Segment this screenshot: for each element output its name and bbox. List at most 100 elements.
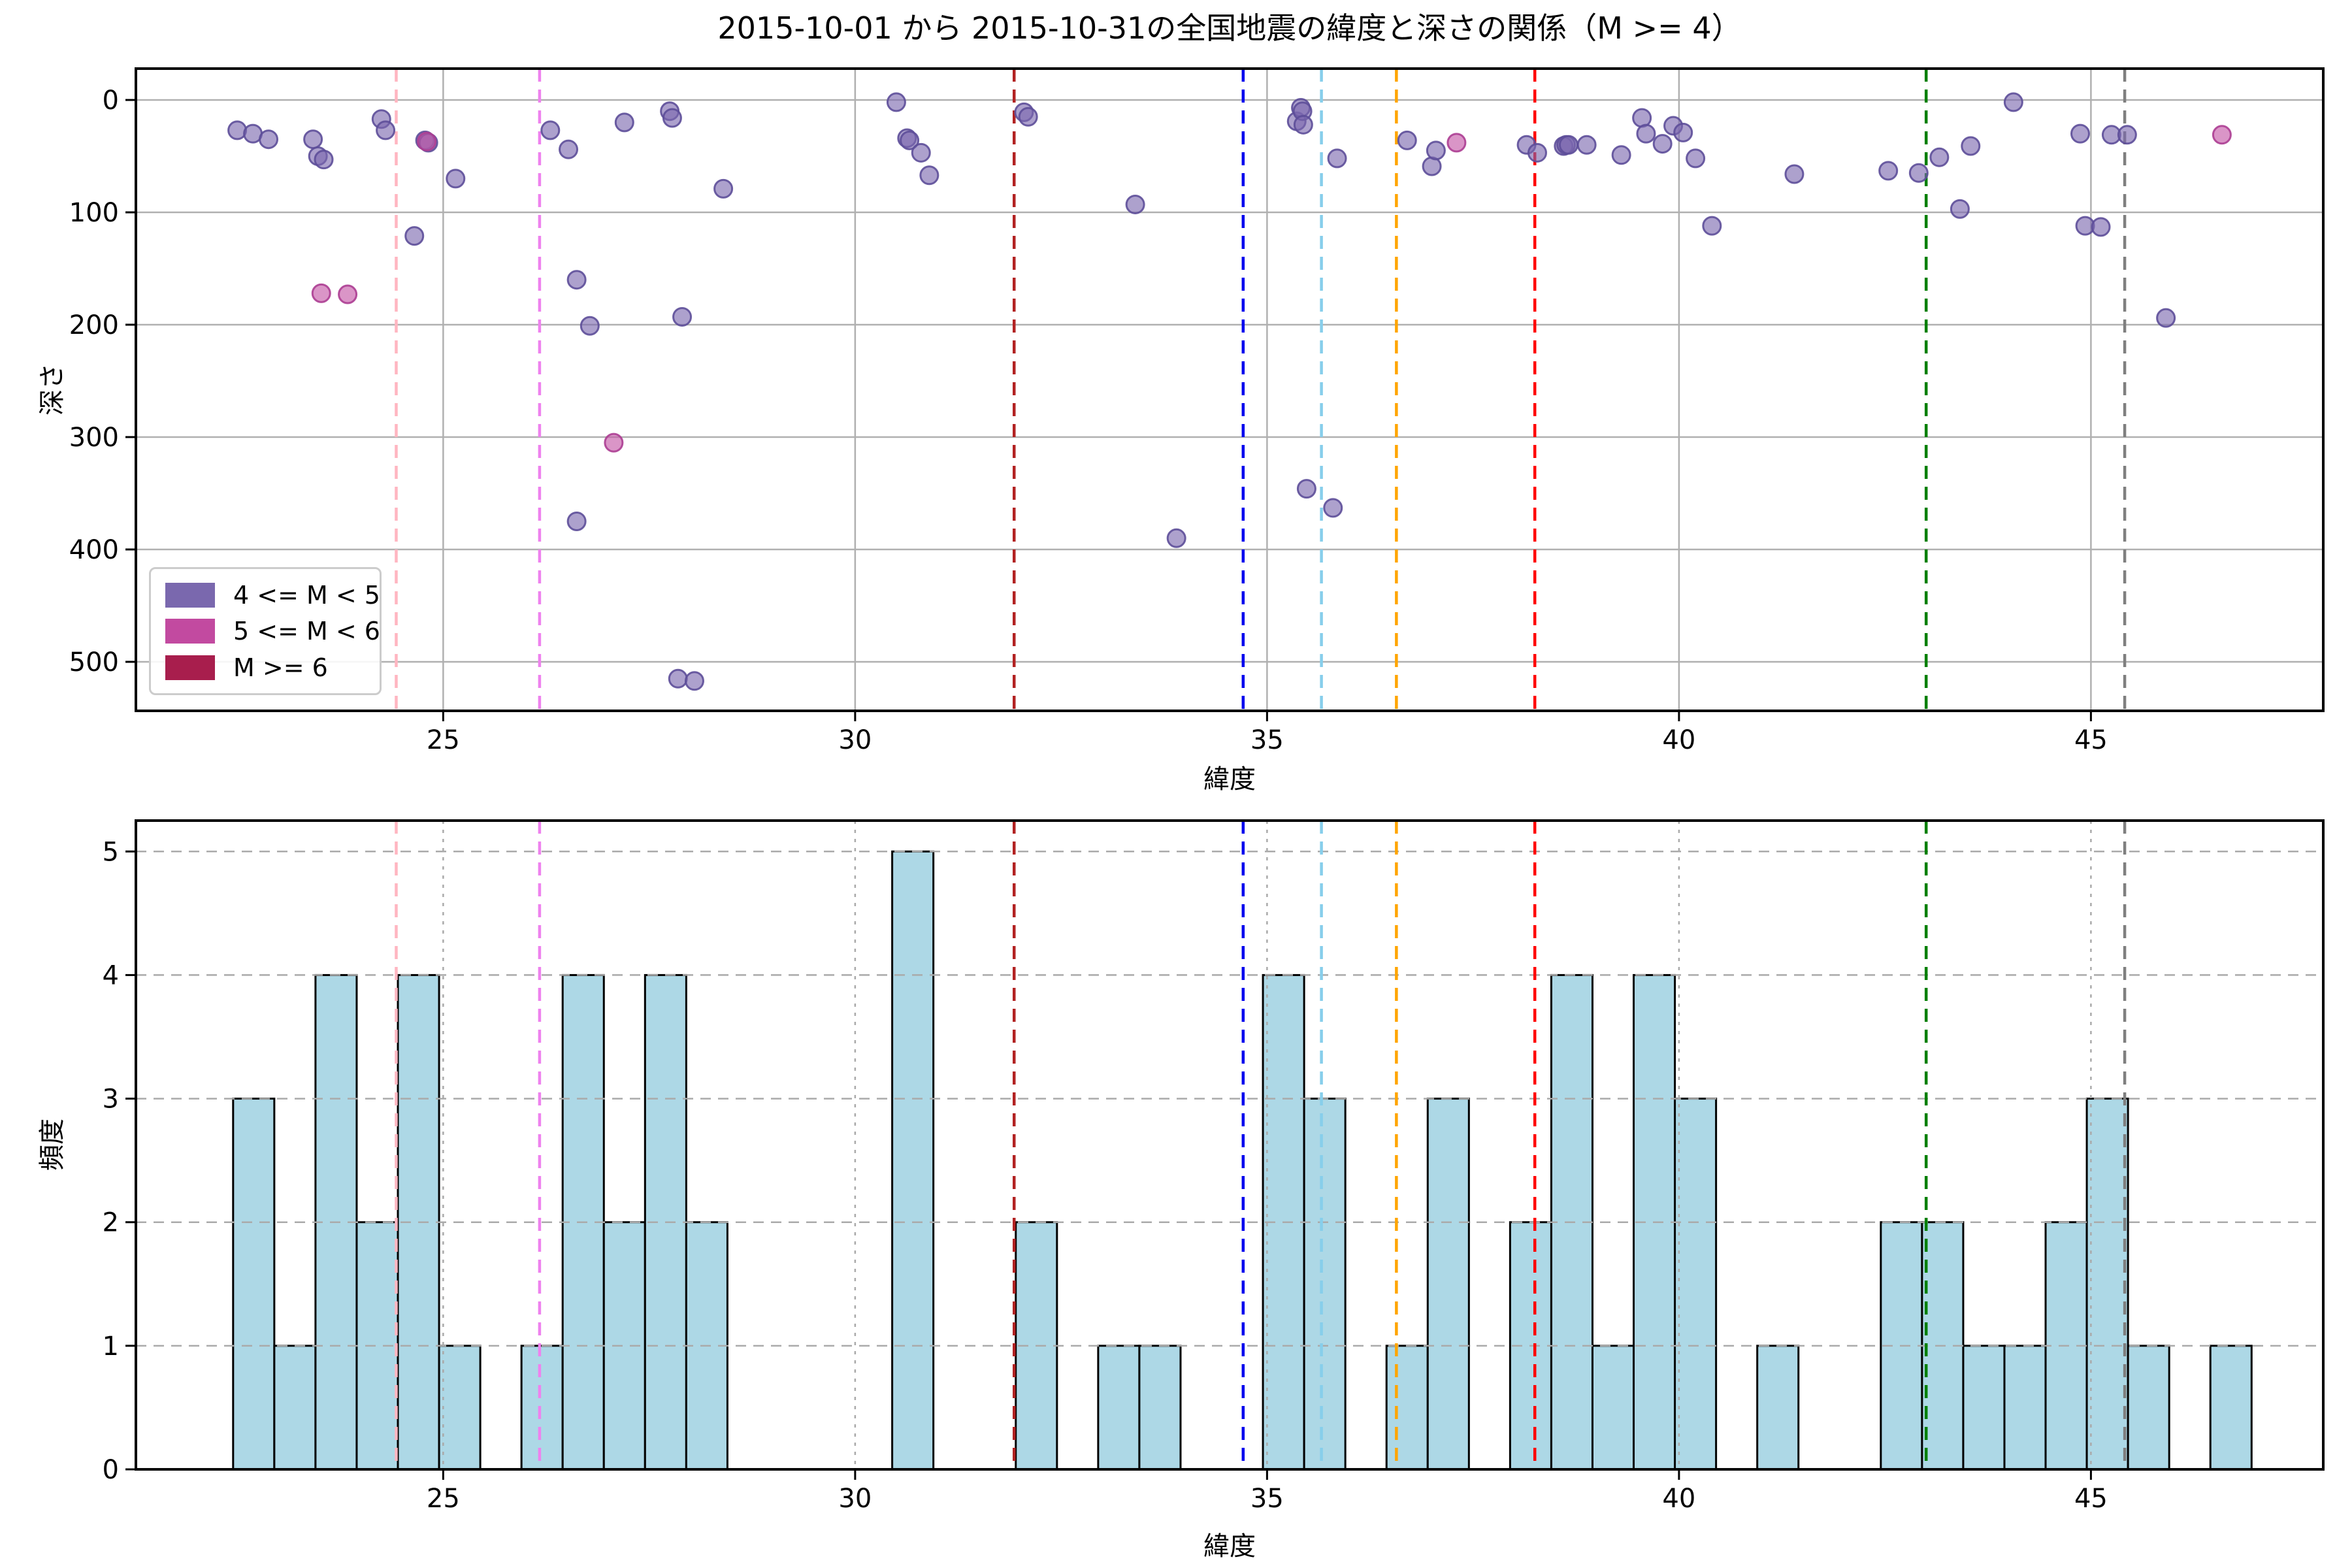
top-xtick-label: 45 — [2074, 725, 2108, 755]
scatter-point — [1908, 163, 1929, 183]
top-ytick-label: 400 — [69, 535, 119, 565]
scatter-point — [1426, 140, 1446, 161]
top-gridlines — [136, 69, 2323, 711]
scatter-point — [919, 165, 939, 186]
scatter-point — [1652, 134, 1673, 154]
scatter-point — [1673, 122, 1693, 142]
scatter-point — [1527, 142, 1547, 163]
top-ytick-label: 100 — [69, 198, 119, 228]
top-ytick-label: 500 — [69, 647, 119, 678]
scatter-point — [376, 120, 396, 140]
scatter-point — [1929, 147, 1950, 167]
histogram-bar — [1097, 1345, 1141, 1471]
scatter-point — [2091, 217, 2111, 237]
scatter-point — [1166, 528, 1186, 548]
top-xtick-label: 25 — [427, 725, 460, 755]
bottom-gridlines — [136, 821, 2323, 1469]
legend-swatch-mag5 — [165, 619, 215, 644]
histogram-bar — [1303, 1098, 1347, 1471]
histogram-bar — [1756, 1345, 1800, 1471]
scatter-point — [900, 130, 920, 150]
bottom-xtick-label: 40 — [1662, 1484, 1695, 1514]
bottom-yaxis-label: 頻度 — [37, 1119, 67, 1171]
scatter-point — [404, 226, 425, 246]
top-ytick-label: 0 — [103, 86, 119, 116]
legend-label-mag4: 4 <= M < 5 — [233, 580, 380, 610]
scatter-point — [2156, 308, 2176, 328]
scatter-point — [2070, 123, 2090, 144]
legend-label-mag5: 5 <= M < 6 — [233, 617, 380, 645]
scatter-point — [1296, 479, 1316, 499]
scatter-point — [1293, 114, 1313, 135]
bottom-ytick-label: 0 — [103, 1455, 119, 1485]
legend-box: 4 <= M < 5 5 <= M < 6 M >= 6 — [149, 567, 382, 695]
scatter-series-1 — [311, 125, 2232, 453]
legend-item-mag4: 4 <= M < 5 — [165, 581, 380, 610]
scatter-point — [446, 169, 466, 189]
bottom-ytick-label: 5 — [103, 837, 119, 867]
top-ytick-label: 300 — [69, 423, 119, 453]
bottom-xtick-label: 35 — [1250, 1484, 1284, 1514]
scatter-point — [2117, 125, 2137, 145]
scatter-point — [1125, 194, 1145, 214]
scatter-point — [303, 129, 323, 150]
scatter-point — [1950, 199, 1970, 219]
histogram-bar — [1138, 1345, 1182, 1471]
histogram-bar — [520, 1345, 564, 1471]
scatter-point — [1878, 161, 1899, 181]
scatter-point — [338, 284, 358, 304]
scatter-point — [1784, 164, 1805, 184]
scatter-point — [684, 671, 704, 691]
histogram-bar — [1426, 1098, 1470, 1471]
histogram-bar — [1962, 1345, 2006, 1471]
top-vlines — [395, 69, 2127, 711]
histogram-bar — [2003, 1345, 2047, 1471]
bottom-xtick-label: 45 — [2074, 1484, 2108, 1514]
figure-title: 2015-10-01 から 2015-10-31の全国地震の緯度と深さの関係（M… — [717, 10, 1742, 46]
bottom-ytick-label: 2 — [103, 1208, 119, 1238]
scatter-point — [1961, 136, 1981, 156]
top-ytick-label: 200 — [69, 310, 119, 340]
top-axes: 25 30 35 40 45 0 100 200 300 400 500 — [69, 67, 2325, 755]
top-xtick-label: 35 — [1250, 725, 1284, 755]
scatter-point — [559, 139, 579, 159]
legend-item-mag5: 5 <= M < 6 — [165, 617, 380, 645]
bottom-ytick-label: 3 — [103, 1085, 119, 1115]
scatter-point — [911, 142, 931, 163]
scatter-point — [614, 112, 634, 133]
scatter-point — [604, 433, 624, 453]
scatter-point — [1611, 145, 1631, 165]
histogram-bar — [2127, 1345, 2170, 1471]
legend-swatch-mag6 — [165, 655, 215, 680]
scatter-point — [668, 668, 688, 689]
histogram-bar — [891, 850, 935, 1471]
bottom-vlines — [395, 821, 2127, 1469]
legend-swatch-mag4 — [165, 582, 215, 608]
scatter-point — [713, 178, 734, 199]
top-xtick-label: 30 — [838, 725, 872, 755]
scatter-point — [1323, 498, 1343, 518]
histogram-bar — [2085, 1098, 2129, 1471]
scatter-point — [1702, 216, 1722, 236]
legend-label-mag6: M >= 6 — [233, 653, 328, 682]
top-yaxis-label: 深さ — [37, 363, 67, 416]
top-xtick-label: 40 — [1662, 725, 1695, 755]
scatter-point — [259, 129, 279, 150]
scatter-point — [672, 306, 693, 327]
histogram-bar — [2209, 1345, 2253, 1471]
scatter-point — [2003, 92, 2023, 112]
bottom-xtick-label: 25 — [427, 1484, 460, 1514]
histogram-bar — [232, 1098, 276, 1471]
histogram-bar — [438, 1345, 482, 1471]
histogram-bar — [1385, 1345, 1429, 1471]
top-xaxis-label: 緯度 — [1203, 764, 1256, 794]
scatter-point — [540, 120, 561, 140]
scatter-point — [417, 131, 437, 152]
scatter-point — [1636, 123, 1656, 144]
scatter-point — [662, 108, 682, 128]
histogram-bar — [1591, 1345, 1635, 1471]
scatter-point — [566, 512, 587, 532]
scatter-point — [2212, 125, 2232, 145]
